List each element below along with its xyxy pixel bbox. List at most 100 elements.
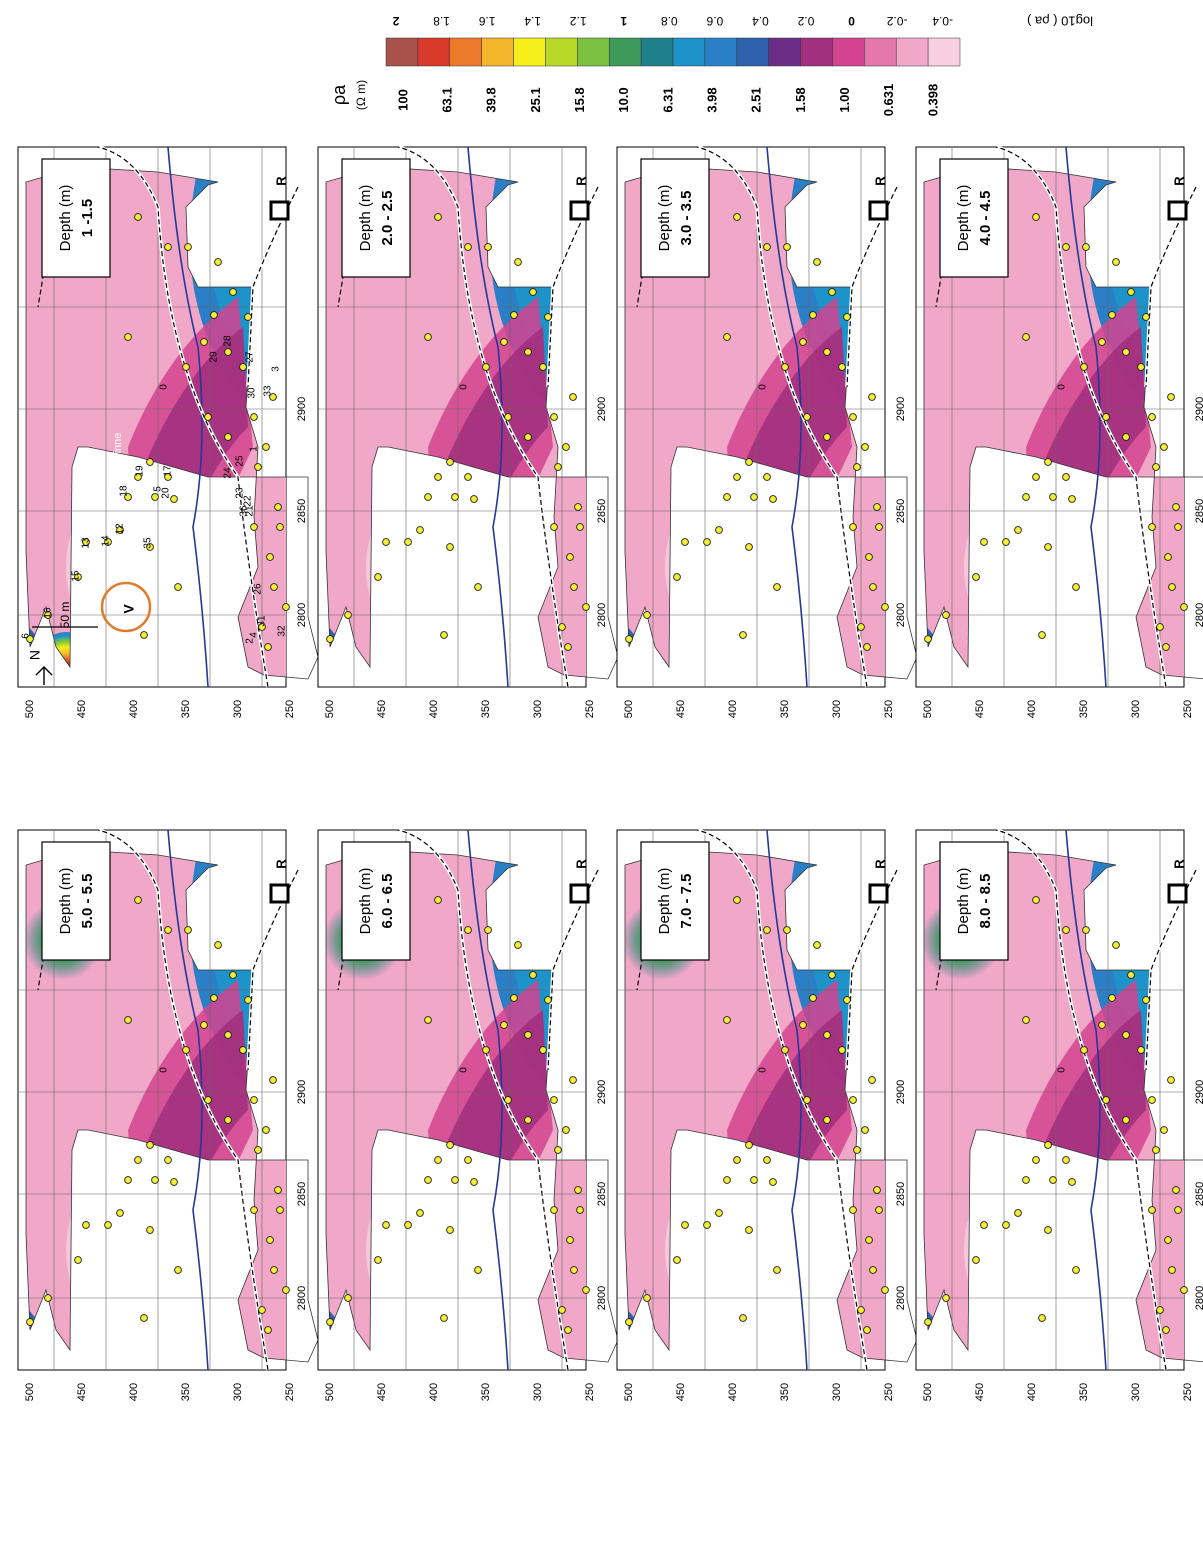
legend-value: 25.1 bbox=[528, 87, 543, 112]
easting-tick-label: 2900 bbox=[596, 397, 608, 421]
contour-label: 0 bbox=[159, 384, 170, 390]
measurement-point bbox=[1072, 1266, 1080, 1274]
northing-tick-label: 250 bbox=[584, 700, 596, 718]
measurement-point bbox=[434, 896, 442, 904]
northing-tick-label: 450 bbox=[376, 1383, 388, 1401]
measurement-point bbox=[881, 1286, 889, 1294]
measurement-point bbox=[104, 1221, 112, 1229]
measurement-point bbox=[264, 1326, 272, 1334]
measurement-point bbox=[539, 1046, 547, 1054]
measurement-point bbox=[200, 1021, 208, 1029]
measurement-point bbox=[440, 1314, 448, 1322]
legend-swatch bbox=[736, 37, 769, 67]
contour-label: 0 bbox=[1057, 1067, 1068, 1073]
measurement-point bbox=[861, 1126, 869, 1134]
measurement-point bbox=[446, 1226, 454, 1234]
measurement-point bbox=[239, 363, 247, 371]
measurement-point bbox=[838, 363, 846, 371]
measurement-point bbox=[250, 413, 258, 421]
measurement-point bbox=[1167, 393, 1175, 401]
easting-tick-label: 2900 bbox=[296, 1080, 308, 1104]
map-panel: R 0 Depth (m) 8.0 - 8.5 500 450 400 350 300 250 28… bbox=[915, 828, 1203, 1401]
measurement-point bbox=[1122, 433, 1130, 441]
northing-tick-label: 350 bbox=[480, 700, 492, 718]
measurement-point bbox=[182, 363, 190, 371]
measurement-point bbox=[1098, 1021, 1106, 1029]
measurement-point bbox=[582, 1286, 590, 1294]
measurement-point bbox=[733, 896, 741, 904]
northing-tick-label: 250 bbox=[1182, 1383, 1194, 1401]
measurement-point bbox=[1014, 1209, 1022, 1217]
point-number: 17 bbox=[163, 465, 174, 477]
measurement-point bbox=[1032, 473, 1040, 481]
measurement-point bbox=[424, 333, 432, 341]
measurement-point bbox=[861, 443, 869, 451]
depth-title: Depth (m) bbox=[955, 868, 972, 935]
survey-outline bbox=[923, 849, 1203, 1363]
measurement-point bbox=[250, 523, 258, 531]
measurement-point bbox=[1122, 1031, 1130, 1039]
northing-tick-label: 450 bbox=[376, 700, 388, 718]
reference-square bbox=[569, 883, 590, 904]
easting-tick-label: 2900 bbox=[1194, 1080, 1203, 1104]
legend-value: 63.1 bbox=[440, 87, 455, 112]
river-line bbox=[766, 146, 808, 688]
northing-tick-label: 300 bbox=[1130, 700, 1142, 718]
reference-square bbox=[269, 883, 290, 904]
measurement-point bbox=[276, 523, 284, 531]
depth-title: Depth (m) bbox=[357, 185, 374, 252]
measurement-point bbox=[464, 1156, 472, 1164]
fault-line bbox=[397, 829, 569, 1371]
reference-label: R bbox=[872, 176, 887, 186]
measurement-point bbox=[146, 543, 154, 551]
measurement-point bbox=[262, 443, 270, 451]
measurement-point bbox=[1108, 311, 1116, 319]
measurement-point bbox=[244, 996, 252, 1004]
measurement-point bbox=[1122, 348, 1130, 356]
measurement-point bbox=[673, 1256, 681, 1264]
river-line bbox=[1065, 829, 1107, 1371]
northing-tick-label: 450 bbox=[974, 700, 986, 718]
point-number: 29 bbox=[209, 351, 220, 363]
measurement-point bbox=[1122, 1116, 1130, 1124]
measurement-point bbox=[773, 1266, 781, 1274]
point-number: 32 bbox=[277, 625, 288, 637]
measurement-point bbox=[853, 463, 861, 471]
measurement-point bbox=[823, 1116, 831, 1124]
northing-tick-label: 300 bbox=[532, 1383, 544, 1401]
measurement-point bbox=[510, 311, 518, 319]
legend-value: 1.58 bbox=[793, 87, 808, 112]
measurement-point bbox=[151, 1176, 159, 1184]
measurement-point bbox=[569, 1076, 577, 1084]
legend-value: 0.631 bbox=[881, 84, 896, 117]
measurement-point bbox=[416, 526, 424, 534]
measurement-point bbox=[1168, 583, 1176, 591]
measurement-point bbox=[570, 583, 578, 591]
measurement-point bbox=[270, 583, 278, 591]
map-panel: R 0 Depth (m) 1 -1.5 500 450 400 350 300 250 2800 2… bbox=[17, 145, 319, 718]
measurement-point bbox=[576, 523, 584, 531]
measurement-point bbox=[326, 635, 334, 643]
point-number: 14 bbox=[101, 535, 112, 547]
measurement-point bbox=[224, 1116, 232, 1124]
survey-outline bbox=[923, 166, 1203, 680]
fault-line bbox=[696, 146, 868, 688]
measurement-point bbox=[1102, 1096, 1110, 1104]
measurement-point bbox=[1032, 213, 1040, 221]
measurement-point bbox=[451, 1176, 459, 1184]
fault-line bbox=[846, 186, 898, 388]
measurement-point bbox=[723, 1016, 731, 1024]
measurement-point bbox=[544, 313, 552, 321]
measurement-point bbox=[1044, 1226, 1052, 1234]
measurement-point bbox=[164, 926, 172, 934]
measurement-point bbox=[763, 1156, 771, 1164]
northing-tick-label: 250 bbox=[883, 1383, 895, 1401]
measurement-point bbox=[865, 553, 873, 561]
legend-log-tick: -0.2 bbox=[886, 14, 907, 28]
measurement-point bbox=[164, 243, 172, 251]
northing-tick-label: 350 bbox=[180, 1383, 192, 1401]
measurement-point bbox=[843, 313, 851, 321]
northing-tick-label: 500 bbox=[24, 700, 36, 718]
depth-range: 3.0 - 3.5 bbox=[678, 190, 695, 245]
measurement-point bbox=[745, 458, 753, 466]
